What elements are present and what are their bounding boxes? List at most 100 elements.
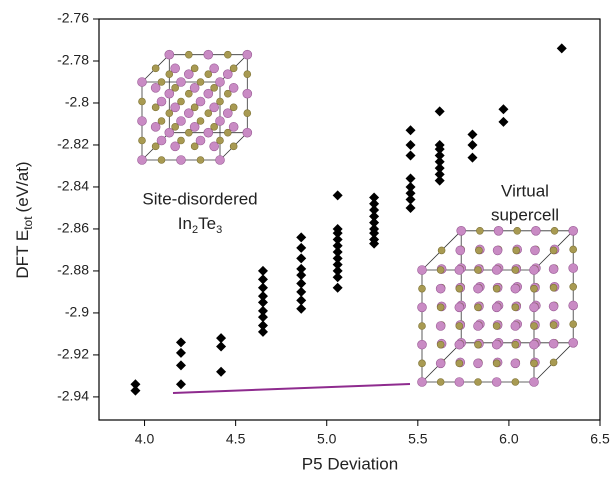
atom [170,63,180,74]
atom [204,70,213,78]
atom [189,83,200,93]
atom [156,96,167,107]
atom [435,283,446,294]
data-point [296,232,307,243]
atom [473,283,483,294]
atom [436,340,445,349]
atom [184,69,194,79]
atom [224,128,232,137]
data-point [405,202,416,213]
atom [224,89,232,98]
data-point [296,278,307,289]
atom [491,302,502,313]
atom [170,141,180,152]
atom [569,245,578,254]
data-point [332,265,343,276]
data-point [369,238,380,249]
data-point [434,156,445,167]
data-point [405,139,416,150]
atom [417,302,427,313]
atom [511,303,520,312]
data-point [434,106,445,117]
data-point [296,242,307,253]
y-tick-label: -2.82 [57,136,89,152]
y-tick-label: -2.84 [57,178,89,194]
atom [138,136,146,145]
atom [454,302,465,313]
atom [196,78,205,86]
atom [243,70,252,78]
atom [170,102,180,113]
data-point [257,312,268,323]
y-axis-label: (eV/at) [13,161,32,212]
atom [510,358,521,369]
atom [203,49,214,60]
atom [157,117,166,125]
y-axis-label: DFT Etot (eV/at) [13,161,35,278]
atom [223,108,233,118]
data-point [405,150,416,161]
atom [511,266,520,274]
atom [209,63,219,74]
atom [210,84,218,92]
y-tick-label: -2.8 [65,94,89,110]
atom [229,142,238,151]
atom [150,122,161,132]
atom [491,339,502,350]
data-point [332,253,343,264]
atom [156,135,167,146]
atom [417,265,427,275]
annotation: 2 [192,224,198,236]
atom [436,303,445,312]
atom [209,102,219,113]
data-point [296,253,307,264]
atom [210,123,218,131]
atom [510,321,521,331]
atom [455,322,464,330]
data-point [467,152,478,163]
atom [137,155,147,165]
y-tick-label: -2.9 [65,304,89,320]
data-point [175,337,186,348]
atom [474,378,482,386]
atom [184,108,194,118]
atom [151,64,160,73]
data-point [296,286,307,297]
atom [242,127,253,138]
atom [204,109,213,117]
atom [171,123,179,131]
data-point [332,190,343,201]
data-point [369,228,380,239]
atom [242,88,253,99]
atom [493,226,504,236]
atom [243,109,252,117]
data-point [369,205,380,216]
atom [474,303,482,312]
atom [548,301,559,312]
atom [176,77,186,87]
atom [417,377,427,387]
atom [229,64,238,73]
data-point [257,305,268,316]
annotation: In [178,214,192,233]
atom [157,156,166,164]
atom [224,50,232,59]
data-point [498,104,509,115]
atom [492,322,501,330]
atom [137,116,147,126]
atom [151,142,160,151]
atom [436,266,445,274]
atom [216,97,224,106]
atom [216,136,224,145]
data-point [434,169,445,180]
atom [189,122,200,132]
data-point [332,240,343,251]
y-tick-label: -2.86 [57,220,89,236]
atom [176,116,186,126]
data-point [434,163,445,174]
atom [242,49,253,60]
data-point [257,320,268,331]
atom [511,340,520,349]
annotation: 3 [216,224,222,236]
data-point [257,265,268,276]
